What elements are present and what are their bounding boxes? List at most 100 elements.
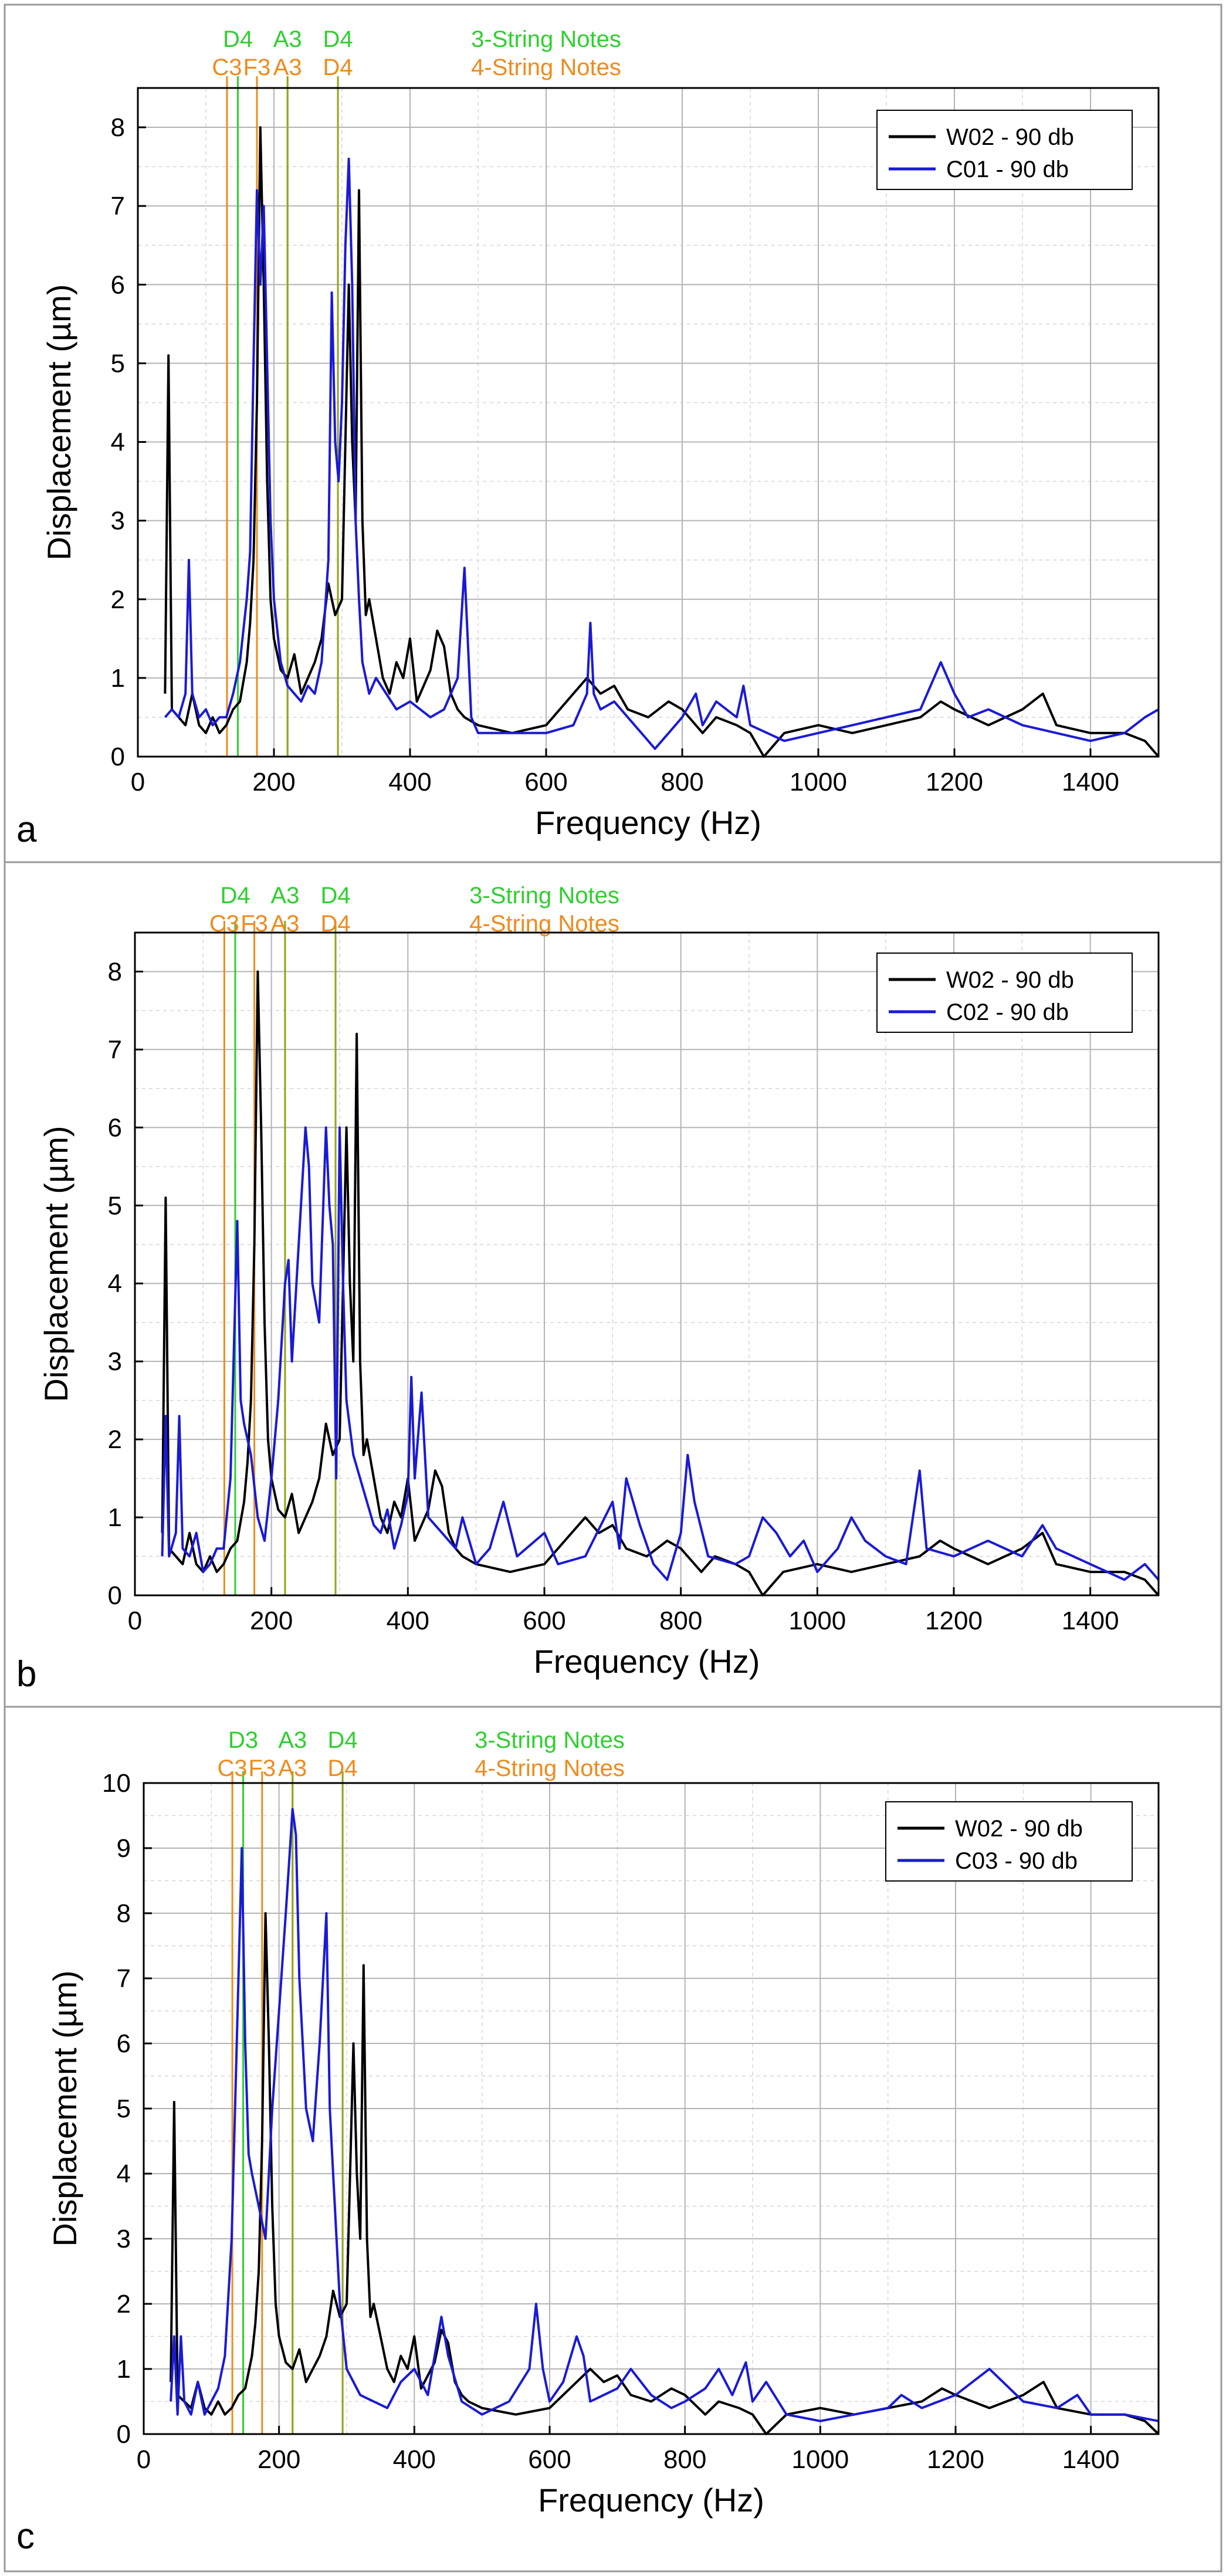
y-tick-label: 1 xyxy=(111,664,125,693)
x-tick-label: 1400 xyxy=(1062,1606,1119,1635)
note-label-d4: D4 xyxy=(328,1755,358,1781)
y-tick-label: 5 xyxy=(117,2094,131,2123)
y-tick-label: 0 xyxy=(117,2420,131,2449)
y-tick-label: 0 xyxy=(111,743,125,771)
legend: W02 - 90 db C02 - 90 db xyxy=(876,953,1133,1033)
y-tick-label: 8 xyxy=(111,113,125,142)
legend-label: C03 - 90 db xyxy=(955,1848,1078,1874)
y-tick-label: 9 xyxy=(117,1834,131,1863)
x-tick-label: 200 xyxy=(258,2445,300,2474)
y-axis-title: Displacement (µm) xyxy=(40,284,77,560)
note-label-a3: A3 xyxy=(273,55,302,80)
note-label-a3: A3 xyxy=(278,1755,307,1781)
x-tick-label: 1400 xyxy=(1062,2445,1120,2474)
y-tick-label: 4 xyxy=(111,428,125,457)
x-tick-label: 200 xyxy=(252,768,295,796)
panel-label: c xyxy=(16,2516,35,2557)
series-line-c02 xyxy=(161,1126,1160,1581)
series-line-w02 xyxy=(164,126,1160,758)
y-tick-label: 2 xyxy=(108,1425,122,1454)
legend-label: W02 - 90 db xyxy=(946,967,1074,993)
y-tick-label: 4 xyxy=(117,2160,131,2188)
note-label-a3: A3 xyxy=(270,883,299,909)
y-tick-label: 6 xyxy=(108,1113,122,1142)
note-label-d4: D4 xyxy=(323,55,353,80)
note-label-a3: A3 xyxy=(278,1727,307,1753)
y-tick-label: 7 xyxy=(108,1035,122,1064)
x-tick-label: 800 xyxy=(663,2445,706,2474)
y-tick-label: 8 xyxy=(108,957,122,986)
x-tick-label: 1200 xyxy=(925,1606,983,1635)
note-label-d4: D4 xyxy=(328,1727,358,1753)
x-tick-label: 800 xyxy=(661,768,703,796)
x-tick-label: 0 xyxy=(128,1606,142,1635)
panel-label: b xyxy=(16,1654,36,1694)
x-tick-label: 0 xyxy=(131,768,145,796)
x-axis-title: Frequency (Hz) xyxy=(534,1643,760,1680)
x-tick-label: 600 xyxy=(524,768,567,796)
y-tick-label: 1 xyxy=(108,1503,122,1532)
legend-box xyxy=(885,1801,1133,1882)
y-tick-label: 6 xyxy=(117,2029,131,2058)
series-line-c01 xyxy=(164,157,1160,750)
y-tick-label: 7 xyxy=(117,1964,131,1993)
three-string-notes-label: 3-String Notes xyxy=(469,883,619,909)
y-tick-label: 6 xyxy=(111,270,125,299)
y-tick-label: 3 xyxy=(117,2225,131,2253)
y-tick-label: 2 xyxy=(111,585,125,614)
panel-label: a xyxy=(16,809,37,850)
legend-label: C01 - 90 db xyxy=(946,157,1069,182)
y-tick-label: 10 xyxy=(102,1769,131,1798)
x-tick-label: 400 xyxy=(393,2445,436,2474)
note-label-d4: D4 xyxy=(220,883,250,909)
y-tick-label: 1 xyxy=(117,2355,131,2384)
note-label-c3: C3 xyxy=(212,55,242,80)
x-tick-label: 1000 xyxy=(788,1606,846,1635)
four-string-notes-label: 4-String Notes xyxy=(471,55,621,80)
note-label-f3: F3 xyxy=(243,55,271,80)
note-label-f3: F3 xyxy=(248,1755,276,1781)
note-label-d4: D4 xyxy=(223,26,253,52)
legend-label: W02 - 90 db xyxy=(946,124,1074,150)
y-tick-label: 8 xyxy=(117,1899,131,1928)
y-tick-label: 5 xyxy=(111,349,125,378)
plot-area-frame xyxy=(137,87,1160,758)
note-label-c3: C3 xyxy=(218,1755,248,1781)
y-tick-label: 5 xyxy=(108,1191,122,1220)
x-tick-label: 1400 xyxy=(1062,768,1119,796)
legend-box xyxy=(876,953,1133,1033)
y-tick-label: 0 xyxy=(108,1581,122,1610)
x-tick-label: 200 xyxy=(250,1606,293,1635)
x-tick-label: 600 xyxy=(528,2445,571,2474)
legend: W02 - 90 db C01 - 90 db xyxy=(876,110,1133,190)
y-axis-title: Displacement (µm) xyxy=(46,1970,83,2246)
x-axis-title: Frequency (Hz) xyxy=(535,804,761,841)
y-tick-label: 3 xyxy=(108,1347,122,1376)
x-tick-label: 1000 xyxy=(790,768,847,796)
series-line-c03 xyxy=(170,1808,1159,2422)
note-label-d3: D3 xyxy=(228,1727,258,1753)
y-tick-label: 7 xyxy=(111,192,125,221)
plot-area-frame xyxy=(134,931,1160,1597)
y-tick-label: 4 xyxy=(108,1269,122,1298)
x-tick-label: 1000 xyxy=(791,2445,849,2474)
x-tick-label: 0 xyxy=(137,2445,151,2474)
legend-label: C02 - 90 db xyxy=(946,999,1069,1025)
note-label-d4: D4 xyxy=(320,883,350,909)
x-tick-label: 400 xyxy=(387,1606,429,1635)
four-string-notes-label: 4-String Notes xyxy=(475,1755,625,1781)
legend: W02 - 90 db C03 - 90 db xyxy=(885,1801,1133,1882)
three-string-notes-label: 3-String Notes xyxy=(475,1727,625,1753)
x-tick-label: 600 xyxy=(523,1606,565,1635)
x-tick-label: 1200 xyxy=(926,768,983,796)
y-tick-label: 3 xyxy=(111,507,125,535)
series-line-w02 xyxy=(161,970,1160,1597)
note-label-a3: A3 xyxy=(273,26,302,52)
x-axis-title: Frequency (Hz) xyxy=(538,2482,764,2519)
y-axis-title: Displacement (µm) xyxy=(38,1126,74,1402)
legend-label: W02 - 90 db xyxy=(955,1816,1083,1842)
three-string-notes-label: 3-String Notes xyxy=(471,26,621,52)
